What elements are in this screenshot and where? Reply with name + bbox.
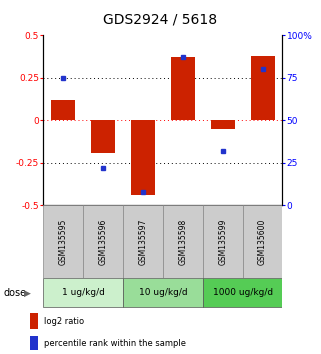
Bar	[51, 100, 75, 120]
Text: dose: dose	[3, 288, 26, 298]
Bar	[131, 120, 155, 195]
Bar	[163, 205, 203, 278]
Text: GSM135597: GSM135597	[138, 218, 147, 265]
Text: 1 ug/kg/d: 1 ug/kg/d	[62, 289, 105, 297]
Bar	[91, 120, 115, 153]
Bar	[203, 279, 282, 307]
Bar	[30, 336, 38, 351]
Text: percentile rank within the sample: percentile rank within the sample	[44, 339, 186, 348]
Bar	[123, 279, 203, 307]
Bar	[251, 56, 274, 120]
Bar	[83, 205, 123, 278]
Text: GSM135598: GSM135598	[178, 218, 187, 265]
Text: log2 ratio: log2 ratio	[44, 317, 84, 326]
Bar	[171, 57, 195, 120]
Bar	[211, 120, 235, 129]
Text: GSM135595: GSM135595	[59, 218, 68, 265]
Bar	[43, 279, 123, 307]
Text: 10 ug/kg/d: 10 ug/kg/d	[139, 289, 187, 297]
Bar	[123, 205, 163, 278]
Bar	[243, 205, 282, 278]
Text: GDS2924 / 5618: GDS2924 / 5618	[103, 12, 218, 27]
Bar	[43, 205, 83, 278]
Text: 1000 ug/kg/d: 1000 ug/kg/d	[213, 289, 273, 297]
Bar	[203, 205, 243, 278]
Text: ▶: ▶	[24, 289, 31, 297]
Text: GSM135600: GSM135600	[258, 218, 267, 265]
Text: GSM135596: GSM135596	[99, 218, 108, 265]
Text: GSM135599: GSM135599	[218, 218, 227, 265]
Bar	[30, 314, 38, 329]
